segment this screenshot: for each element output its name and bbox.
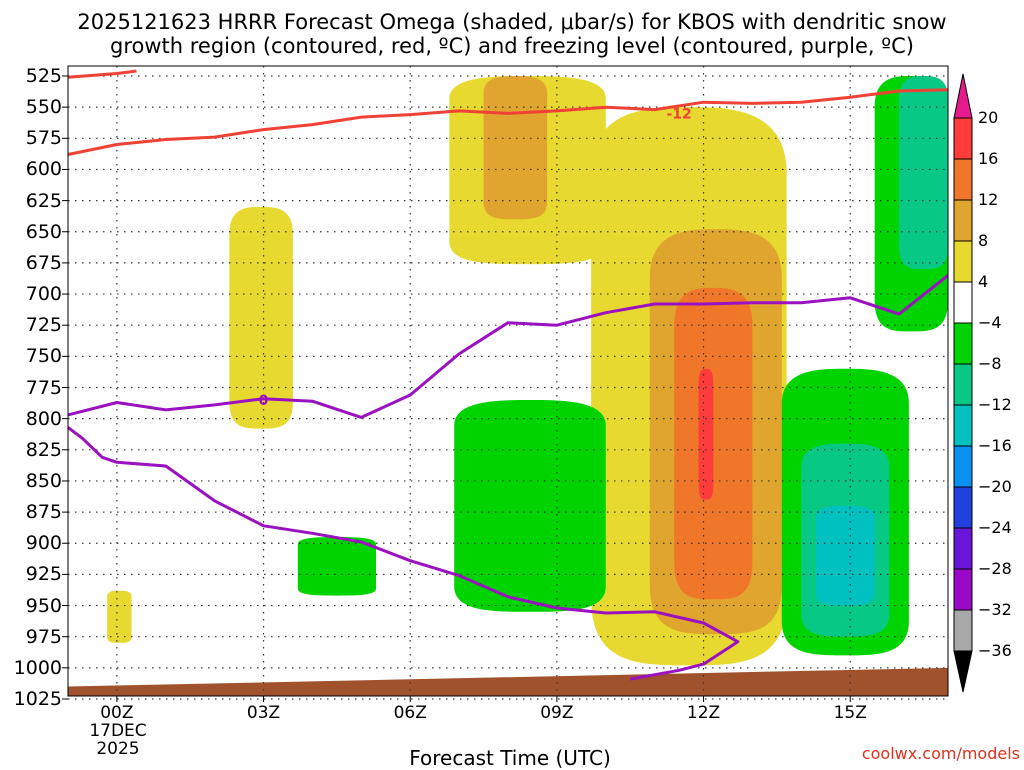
y-tick-label: 575 [25, 127, 62, 150]
y-tick-label: 800 [25, 407, 62, 430]
x-tick-label: 00Z [100, 703, 134, 723]
colorbar-swatch-7 [953, 404, 973, 447]
y-tick-label: 900 [25, 532, 62, 555]
colorbar-label: 12 [978, 190, 999, 209]
contour-label-0: -12 [666, 106, 691, 122]
omega-region-6 [674, 287, 753, 600]
x-tick-label: 03Z [246, 703, 281, 723]
colorbar-swatch-3 [953, 240, 973, 283]
colorbar-swatch-0 [953, 117, 973, 160]
colorbar-bottom-arrow [953, 650, 973, 693]
colorbar-swatch-11 [953, 568, 973, 611]
x-tick-label: 09Z [540, 703, 574, 723]
x-axis-title: Forecast Time (UTC) [409, 746, 611, 770]
colorbar-label: 4 [978, 272, 989, 291]
colorbar-label: −12 [978, 395, 1012, 414]
y-tick-label: 1000 [13, 656, 62, 679]
y-tick-label: 550 [25, 96, 62, 119]
chart-title-line2: growth region (contoured, red, ºC) and f… [110, 34, 914, 58]
y-tick-label: 1025 [13, 688, 62, 710]
y-tick-label: 875 [25, 501, 62, 524]
colorbar-label: −24 [978, 518, 1012, 537]
date-label-year: 2025 [96, 739, 140, 759]
colorbar-label: 8 [978, 231, 989, 250]
x-tick-label: 15Z [833, 703, 867, 723]
y-tick-label: 600 [25, 158, 62, 181]
omega-region-9 [297, 537, 376, 596]
colorbar-swatch-4 [953, 281, 973, 324]
colorbar-swatch-6 [953, 363, 973, 406]
y-tick-label: 625 [25, 189, 62, 212]
colorbar-swatch-5 [953, 322, 973, 365]
x-tick-label: 06Z [393, 703, 427, 723]
y-tick-label: 950 [25, 594, 62, 617]
colorbar-label: −8 [978, 354, 1002, 373]
terrain-ground [68, 667, 948, 696]
omega-region-7 [698, 368, 714, 500]
chart-title-line1: 2025121623 HRRR Forecast Omega (shaded, … [77, 10, 947, 34]
omega-region-13 [899, 76, 948, 270]
y-tick-label: 725 [25, 314, 62, 337]
colorbar-label: 20 [978, 108, 999, 127]
colorbar-label: −16 [978, 436, 1012, 455]
y-tick-label: 750 [25, 345, 62, 368]
omega-region-3 [107, 590, 132, 643]
colorbar-top-arrow [953, 73, 973, 119]
colorbar-swatch-2 [953, 199, 973, 242]
x-tick-label: 12Z [686, 703, 721, 723]
y-tick-label: 700 [25, 283, 62, 306]
y-tick-label: 650 [25, 220, 62, 243]
colorbar-swatch-12 [953, 609, 973, 652]
colorbar-label: 16 [978, 149, 999, 168]
contour-line-0 [67, 88, 949, 156]
colorbar-label: −36 [978, 641, 1012, 660]
contour-line-2 [67, 274, 949, 419]
omega-region-8 [454, 399, 606, 612]
colorbar-label: −20 [978, 477, 1012, 496]
colorbar-label: −32 [978, 600, 1012, 619]
contour-line-1 [67, 69, 137, 79]
y-tick-label: 850 [25, 469, 62, 492]
omega-region-0 [229, 206, 293, 429]
colorbar-swatch-8 [953, 445, 973, 488]
y-tick-label: 975 [25, 625, 62, 648]
y-tick-label: 775 [25, 376, 62, 399]
colorbar-label: −4 [978, 313, 1002, 332]
colorbar-swatch-9 [953, 486, 973, 529]
colorbar-swatch-10 [953, 527, 973, 570]
colorbar-label: −28 [978, 559, 1012, 578]
y-tick-label: 825 [25, 438, 62, 461]
omega-region-4 [483, 76, 548, 220]
contour-label-2: 0 [259, 393, 269, 409]
y-tick-label: 525 [25, 65, 62, 87]
colorbar-swatch-1 [953, 158, 973, 201]
contour-line-3 [67, 426, 740, 681]
plot-frame [67, 65, 949, 697]
omega-region-14 [816, 505, 875, 606]
source-site: coolwx.com/models [861, 744, 1020, 763]
y-tick-label: 675 [25, 251, 62, 274]
date-label-day: 17DEC [89, 721, 147, 741]
y-tick-label: 925 [25, 563, 62, 586]
